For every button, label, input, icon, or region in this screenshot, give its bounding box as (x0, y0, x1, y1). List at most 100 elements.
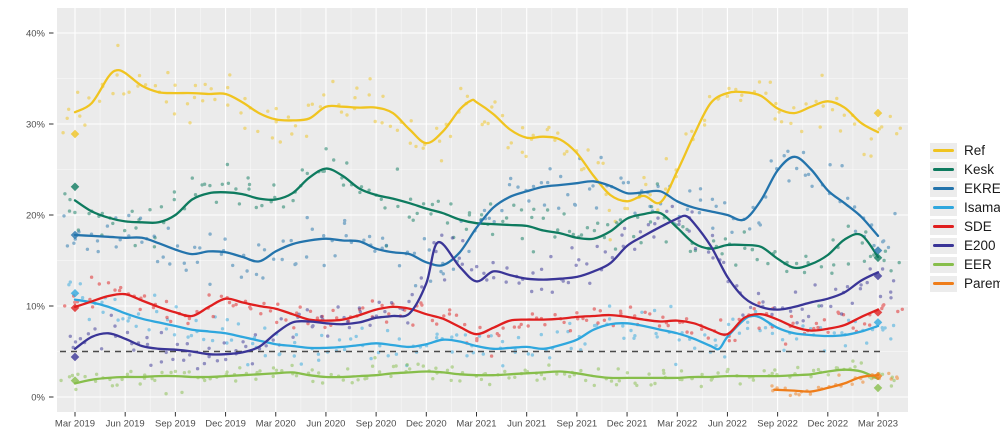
poll-point (862, 322, 867, 326)
poll-point (310, 325, 314, 329)
poll-point (345, 113, 349, 117)
y-axis-label-0: 0% (31, 392, 45, 403)
poll-point (134, 226, 138, 230)
poll-point (674, 362, 678, 367)
poll-point (490, 232, 495, 237)
poll-point (465, 354, 469, 358)
poll-point (838, 129, 843, 133)
poll-point (450, 335, 454, 339)
poll-point (367, 188, 371, 192)
poll-point (607, 304, 612, 308)
poll-point (409, 119, 413, 123)
poll-point (575, 311, 579, 315)
poll-point (422, 237, 427, 241)
poll-point (685, 330, 689, 334)
legend-label-Kesk: Kesk (964, 161, 995, 177)
poll-point (850, 301, 854, 305)
poll-point (187, 370, 191, 374)
poll-point (542, 203, 547, 207)
poll-point (677, 338, 681, 342)
poll-point (865, 280, 869, 285)
poll-point (175, 342, 180, 347)
poll-point (567, 229, 572, 234)
poll-point (520, 126, 525, 130)
poll-point (859, 283, 863, 287)
poll-point (895, 375, 899, 379)
poll-point (489, 334, 493, 338)
poll-point (344, 234, 348, 238)
poll-point (370, 299, 375, 303)
election-marker-Ref-Mar-2023 (873, 108, 883, 118)
poll-point (766, 261, 770, 266)
poll-point (384, 243, 389, 248)
poll-point (268, 309, 273, 313)
poll-point (73, 300, 77, 304)
poll-point (90, 305, 95, 309)
poll-point (368, 323, 372, 327)
poll-point (350, 381, 354, 385)
poll-point (486, 334, 491, 338)
poll-point (746, 320, 750, 324)
poll-point (257, 243, 261, 247)
poll-point (861, 380, 865, 384)
election-marker-EER-Mar-2019 (70, 376, 80, 385)
poll-point (106, 281, 111, 285)
poll-point (530, 215, 534, 220)
poll-point (261, 276, 265, 280)
legend-swatch-icon (933, 224, 954, 229)
poll-point (97, 282, 102, 286)
poll-point (648, 312, 652, 316)
poll-point (622, 226, 627, 231)
poll-point (569, 346, 573, 351)
poll-point (164, 299, 169, 304)
poll-point (591, 184, 595, 188)
poll-point (603, 250, 607, 254)
poll-point (565, 149, 569, 154)
poll-point (410, 292, 414, 297)
poll-point (782, 348, 786, 352)
poll-point (209, 87, 213, 91)
poll-point (517, 281, 521, 285)
poll-point (207, 354, 211, 359)
poll-point (262, 248, 267, 252)
poll-point (96, 249, 100, 254)
poll-point (172, 197, 176, 202)
poll-point (497, 333, 501, 338)
poll-point (272, 257, 276, 261)
poll-point (354, 334, 358, 339)
poll-point (507, 376, 511, 380)
poll-point (643, 310, 647, 314)
poll-point (166, 226, 170, 230)
poll-point (68, 197, 72, 202)
poll-point (710, 197, 715, 201)
poll-point (579, 233, 584, 237)
poll-point (174, 305, 178, 309)
poll-point (159, 330, 164, 335)
election-marker-Ref-Mar-2019 (70, 129, 80, 139)
poll-point (773, 250, 777, 254)
poll-point (389, 301, 394, 305)
poll-point (840, 331, 844, 335)
poll-point (584, 378, 588, 383)
series-line-EER (73, 368, 880, 385)
poll-point (886, 245, 891, 250)
poll-point (716, 371, 720, 375)
poll-point (415, 211, 419, 216)
poll-point (207, 293, 211, 297)
poll-point (757, 301, 761, 305)
poll-point (356, 378, 360, 382)
poll-point (846, 318, 851, 322)
poll-point (305, 308, 309, 312)
poll-point (702, 123, 707, 127)
poll-point (243, 96, 247, 101)
poll-point (793, 290, 798, 294)
poll-point (644, 182, 648, 187)
poll-point (878, 294, 883, 299)
poll-point (292, 326, 296, 330)
election-marker-Isamaa-Mar-2019 (70, 288, 80, 298)
poll-point (604, 192, 608, 197)
poll-point (615, 221, 619, 225)
poll-point (435, 126, 439, 130)
poll-point (117, 288, 122, 293)
poll-point (526, 352, 530, 356)
